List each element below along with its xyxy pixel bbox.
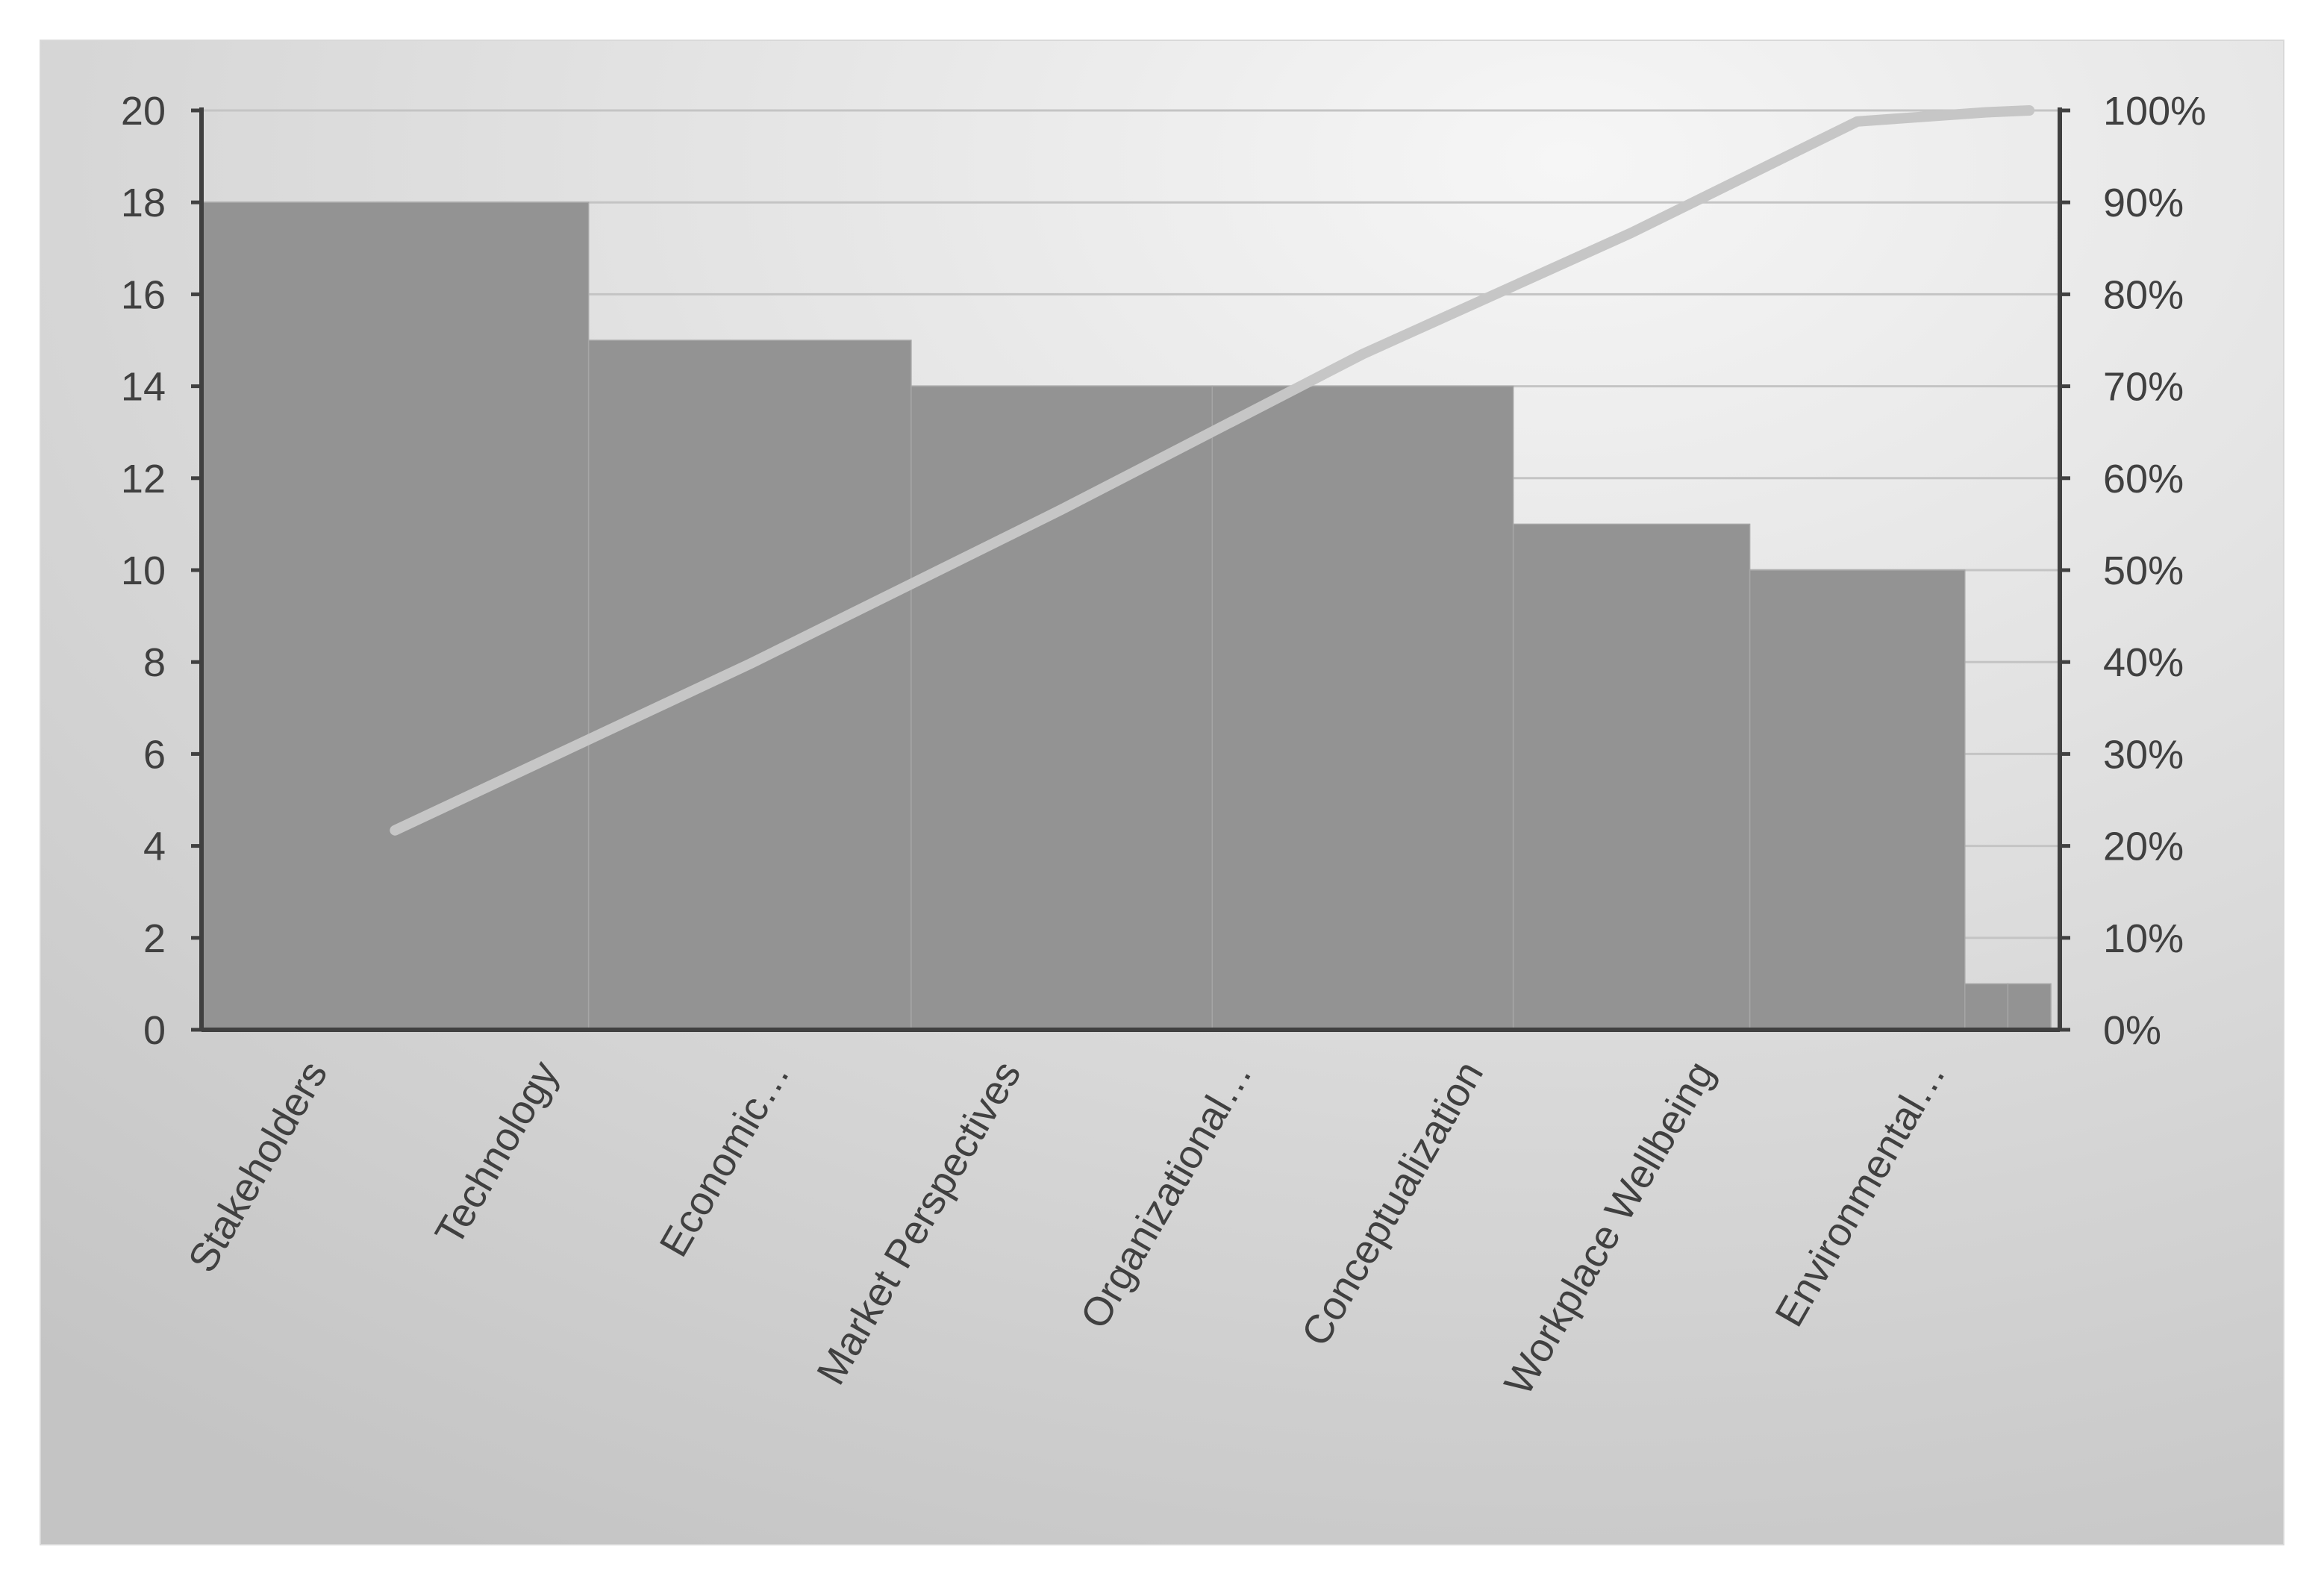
left-tick-label: 20 (121, 89, 166, 134)
left-tick-label: 12 (121, 457, 166, 501)
left-tick-label: 4 (143, 825, 166, 869)
cumulative-point-3 (1059, 507, 1064, 512)
left-tick-label: 8 (143, 640, 166, 685)
left-tick-label: 2 (143, 916, 166, 961)
right-tick-label: 80% (2103, 272, 2184, 317)
axes (191, 107, 2070, 1032)
cumulative-point-7 (1984, 110, 1989, 115)
right-tick-label: 90% (2103, 181, 2184, 225)
cumulative-point-6 (1855, 119, 1860, 124)
cumulative-point-5 (1629, 230, 1634, 235)
right-tick-label: 40% (2103, 640, 2184, 685)
bar-4 (1211, 385, 1514, 1031)
right-tick-label: 20% (2103, 825, 2184, 869)
bar-3 (910, 385, 1213, 1031)
left-tick-label: 6 (143, 732, 166, 777)
bar-5 (1512, 523, 1751, 1031)
cumulative-line-series (390, 105, 2035, 836)
right-tick-label: 70% (2103, 365, 2184, 410)
left-axis-tick-labels: 0 2 4 6 8 10 12 14 16 18 20 (121, 89, 166, 1053)
bar-1 (201, 201, 590, 1031)
left-tick-label: 18 (121, 181, 166, 225)
left-tick-label: 0 (143, 1008, 166, 1053)
left-tick-label: 10 (121, 548, 166, 593)
cumulative-percentage-line (390, 105, 2035, 836)
cumulative-point-4 (1360, 351, 1365, 357)
cumulative-point-1 (393, 828, 398, 833)
cumulative-point-8 (2027, 108, 2032, 113)
bar-8 (2007, 983, 2052, 1031)
left-tick-label: 14 (121, 365, 166, 410)
right-tick-label: 10% (2103, 916, 2184, 961)
bar-6 (1749, 569, 1966, 1031)
right-tick-label: 100% (2103, 89, 2206, 134)
bar-7 (1964, 983, 2009, 1031)
right-tick-label: 30% (2103, 732, 2184, 777)
right-tick-label: 50% (2103, 548, 2184, 593)
bar-2 (587, 340, 912, 1031)
right-tick-label: 0% (2103, 1008, 2161, 1053)
right-axis-tick-labels: 0% 10% 20% 30% 40% 50% 60% 70% 80% 90% 100% (2103, 89, 2206, 1053)
cumulative-point-2 (747, 661, 752, 666)
right-tick-label: 60% (2103, 457, 2184, 501)
left-tick-label: 16 (121, 272, 166, 317)
